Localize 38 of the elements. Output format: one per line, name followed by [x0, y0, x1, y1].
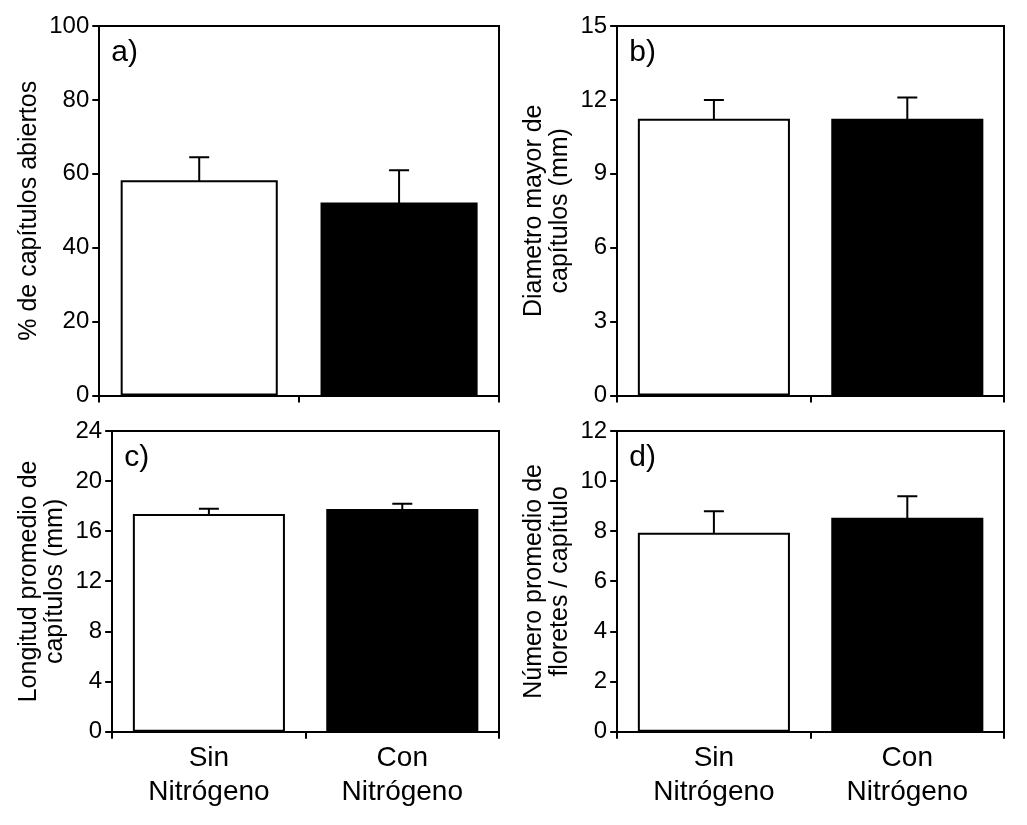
y-tick-label: 80 [62, 84, 90, 112]
y-tick-label: 0 [75, 380, 90, 408]
y-tick-label: 0 [593, 380, 608, 408]
y-tick-label: 2 [593, 666, 608, 694]
y-axis-title: Diametro mayor de capítulos (mm) [518, 104, 573, 318]
x-tick-label: Sin Nitrógeno [653, 741, 775, 806]
y-tick-label: 40 [62, 232, 90, 260]
annotation: a) [111, 34, 138, 68]
y-tick-label: 9 [593, 158, 608, 186]
y-tick-label: 0 [88, 716, 103, 744]
y-tick-label: 16 [75, 515, 103, 543]
y-tick-label: 12 [75, 566, 103, 594]
y-tick-label: 20 [75, 465, 103, 493]
y-tick-label: 8 [88, 616, 103, 644]
y-tick-label: 60 [62, 158, 90, 186]
y-axis-title: Número promedio de floretes / capítulo [518, 463, 573, 699]
annotation: c) [124, 439, 150, 473]
y-tick-label: 100 [49, 10, 90, 38]
y-tick-label: 15 [580, 10, 608, 38]
y-tick-label: 10 [580, 465, 608, 493]
y-tick-label: 8 [593, 515, 608, 543]
x-tick-label: Con Nitrógeno [846, 741, 968, 806]
y-tick-label: 24 [75, 415, 103, 443]
y-tick-label: 4 [88, 666, 103, 694]
y-axis-title: % de capítulos abiertos [13, 80, 42, 341]
y-tick-label: 4 [593, 616, 608, 644]
x-tick-label: Sin Nitrógeno [148, 741, 270, 806]
y-axis-title: Longitud promedio de capítulos (mm) [13, 460, 68, 703]
annotation: d) [629, 439, 656, 473]
y-tick-label: 12 [580, 415, 608, 443]
y-tick-label: 12 [580, 84, 608, 112]
x-tick-label: Con Nitrógeno [341, 741, 463, 806]
y-tick-label: 6 [593, 232, 608, 260]
y-tick-label: 3 [593, 306, 608, 334]
y-tick-label: 20 [62, 306, 90, 334]
annotation: b) [629, 34, 656, 68]
y-tick-label: 6 [593, 566, 608, 594]
y-tick-label: 0 [593, 716, 608, 744]
